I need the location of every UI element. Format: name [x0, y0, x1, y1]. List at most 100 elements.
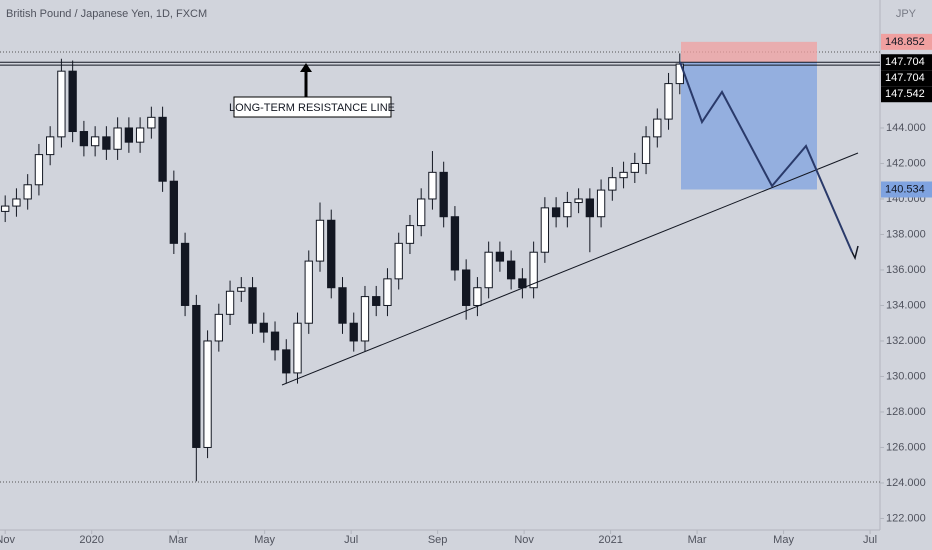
axes: 122.000 124.000 126.000 128.000 130.000 132.0… — [0, 122, 926, 546]
candle-body — [428, 171, 437, 200]
candle-body — [338, 287, 347, 324]
price-label: 140.534 — [885, 183, 925, 195]
candle-body — [158, 116, 167, 182]
price-label: 147.542 — [885, 88, 925, 100]
overlay — [0, 41, 880, 190]
candle-body — [349, 322, 358, 342]
y-tick-label: 128.000 — [886, 406, 926, 418]
candle-body — [180, 242, 190, 306]
candle-body — [90, 136, 100, 147]
price-label-bg — [881, 181, 932, 198]
candle-body — [304, 260, 313, 324]
currency: JPY — [896, 8, 917, 20]
candle-body — [293, 322, 302, 374]
candle-body — [147, 116, 156, 129]
price-label-bg — [881, 86, 932, 103]
candle-body — [563, 202, 572, 218]
candle-body — [518, 278, 527, 289]
candle-body — [68, 70, 77, 133]
x-tick-label: May — [254, 534, 275, 546]
candle-body — [540, 207, 550, 253]
price-label: 147.704 — [885, 72, 925, 84]
candle-body — [113, 127, 122, 150]
candle-body — [270, 331, 280, 351]
candle-body — [46, 136, 55, 156]
price-label-bg — [881, 70, 932, 87]
candle-body — [574, 198, 583, 204]
x-tick-label: Sep — [428, 534, 448, 546]
arrow-head — [851, 245, 859, 261]
up-arrow-head — [300, 63, 312, 72]
candle-body — [12, 198, 21, 207]
x-tick-label: Mar — [169, 534, 188, 546]
candle-body — [169, 180, 178, 244]
candle-body — [214, 313, 223, 342]
candle-body — [259, 322, 268, 333]
candle-body — [34, 154, 44, 186]
candle-body — [57, 70, 66, 138]
candle-body — [394, 242, 403, 280]
price-label: 148.852 — [885, 36, 925, 48]
candle-body — [596, 189, 606, 218]
candle-body — [664, 83, 673, 120]
price-label: 147.704 — [885, 56, 925, 68]
candle-body — [450, 216, 460, 271]
price-label-bg — [881, 54, 932, 71]
y-tick-label: 124.000 — [886, 477, 926, 489]
y-tick-label: 134.000 — [886, 299, 926, 311]
candle-body — [405, 225, 415, 244]
y-tick-label: 142.000 — [886, 157, 926, 169]
candle-body — [237, 287, 246, 292]
annotation: LONG-TERM RESISTANCE LINE — [229, 102, 395, 114]
candle-body — [372, 296, 381, 306]
candle-body — [473, 287, 482, 306]
y-tick-label: 138.000 — [886, 228, 926, 240]
candle-body — [135, 127, 145, 143]
x-tick-label: Nov — [0, 534, 15, 546]
candle-body — [192, 304, 201, 448]
candle-body — [1, 205, 10, 212]
x-tick-label: Jul — [344, 534, 358, 546]
candle-body — [630, 162, 639, 173]
candle-body — [495, 251, 505, 262]
chart-title: British Pound / Japanese Yen, 1D, FXCM — [6, 8, 207, 20]
annotation-box — [233, 96, 392, 118]
candle-body — [641, 136, 651, 164]
stop-zone — [681, 41, 817, 63]
x-tick-label: Mar — [688, 534, 707, 546]
candle-body — [102, 136, 111, 150]
candle-body — [439, 171, 448, 218]
projection-path — [679, 61, 853, 253]
x-tick-label: Jul — [863, 534, 877, 546]
candle-body — [282, 349, 291, 374]
candle-body — [225, 290, 235, 315]
target-zone — [681, 62, 817, 190]
price-label-bg — [881, 33, 932, 50]
candle-body — [653, 118, 662, 138]
candle-body — [124, 127, 134, 143]
y-tick-label: 144.000 — [886, 122, 926, 134]
candle-body — [79, 131, 89, 147]
candle-body — [619, 171, 628, 179]
x-tick-label: 2020 — [79, 534, 103, 546]
y-tick-label: 126.000 — [886, 441, 926, 453]
candle-body — [608, 177, 617, 191]
candles — [1, 53, 684, 482]
candle-body — [383, 278, 392, 306]
x-tick-label: 2021 — [598, 534, 622, 546]
y-tick-label: 136.000 — [886, 264, 926, 276]
candle-body — [484, 251, 493, 289]
y-tick-label: 122.000 — [886, 512, 926, 524]
y-tick-label: 132.000 — [886, 335, 926, 347]
y-tick-label: 130.000 — [886, 370, 926, 382]
candle-body — [248, 287, 257, 324]
candle-body — [585, 198, 594, 218]
candle-body — [360, 296, 370, 342]
trend-line — [281, 152, 859, 386]
candle-body — [327, 219, 336, 289]
candle-body — [23, 184, 32, 200]
candle-body — [315, 219, 325, 262]
x-tick-label: May — [773, 534, 794, 546]
candle-body — [203, 340, 212, 448]
